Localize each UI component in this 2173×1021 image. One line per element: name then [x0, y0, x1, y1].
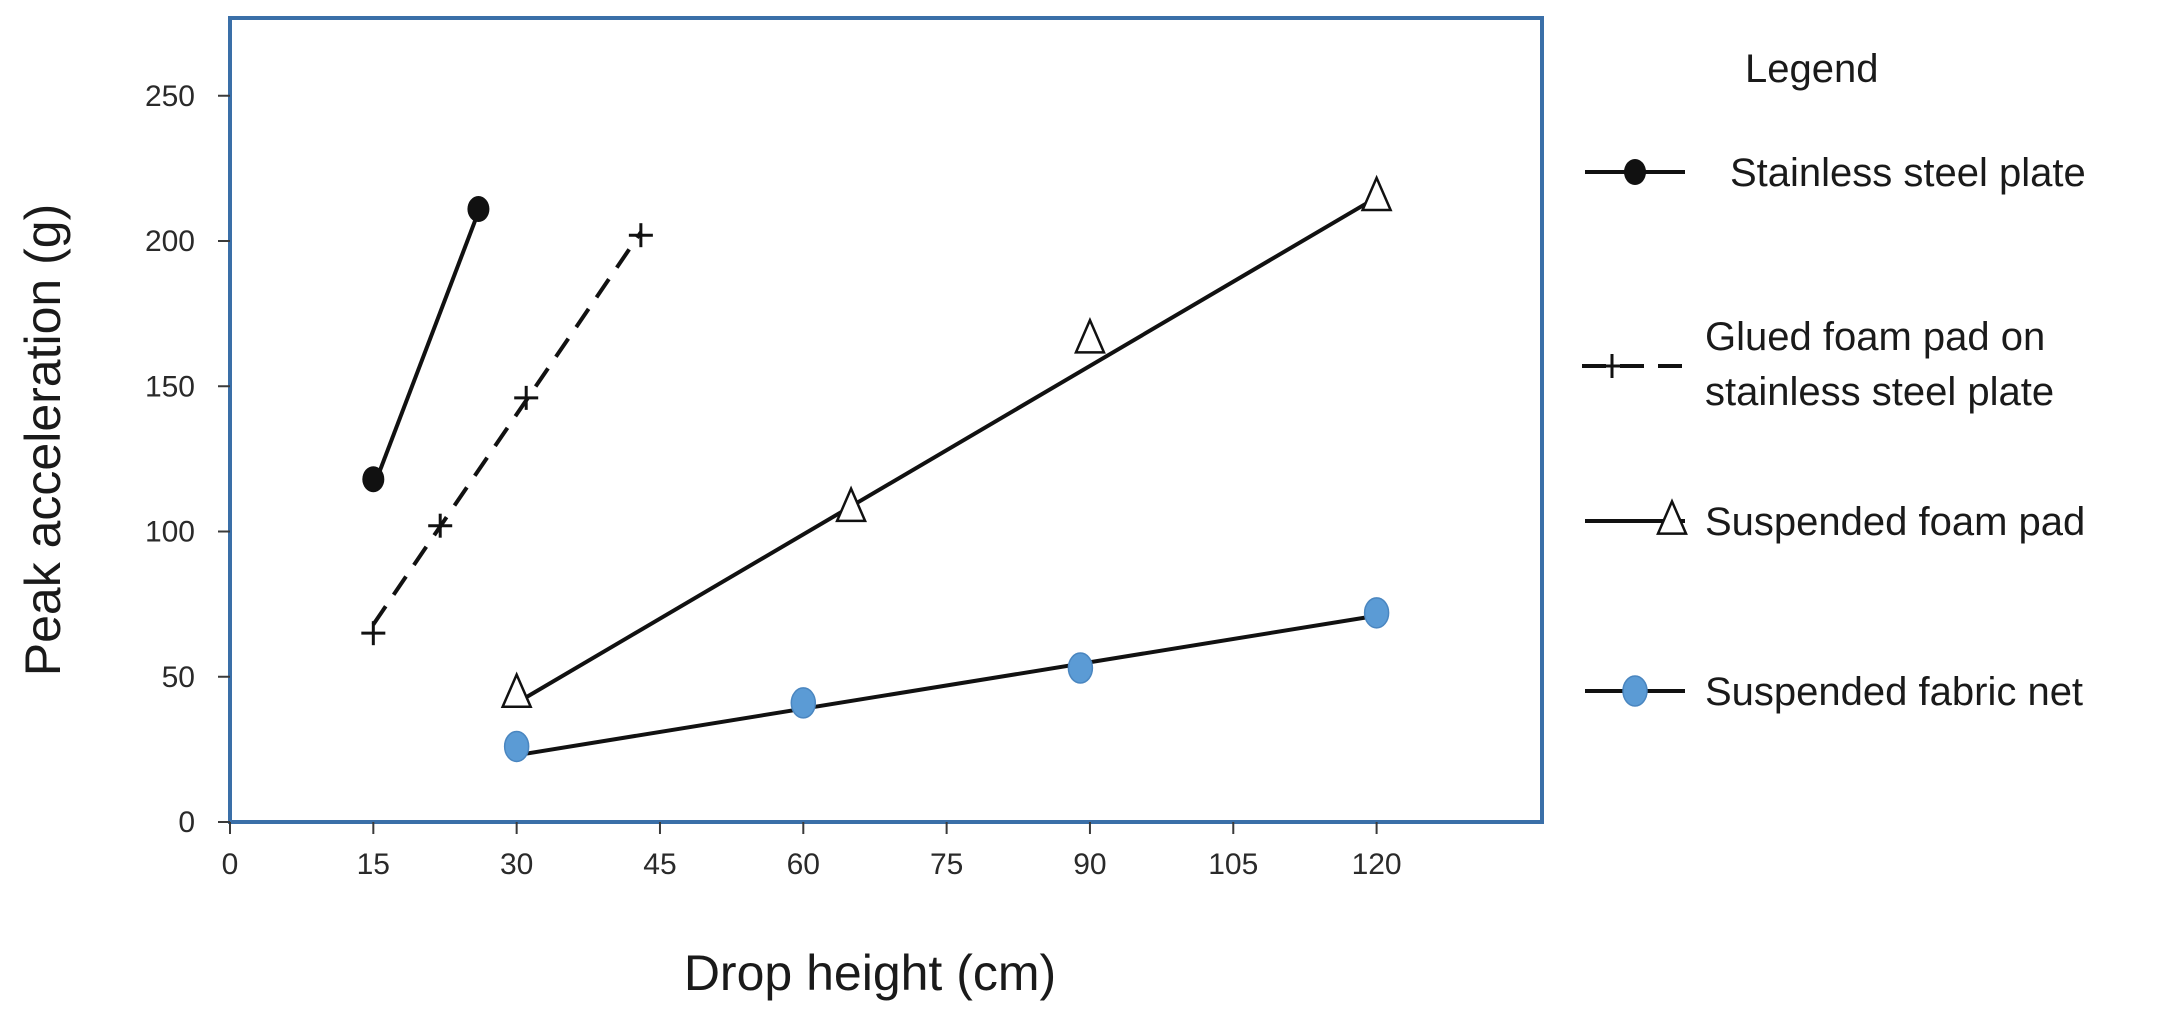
series-0-point-1 — [467, 196, 490, 223]
series-3-point-1 — [790, 687, 817, 719]
x-tick-label: 60 — [787, 848, 820, 881]
y-axis-ticks: 0 50 100 150 200 250 — [145, 80, 230, 839]
series-1-point-0 — [361, 621, 386, 646]
series-1-point-1 — [428, 513, 453, 538]
x-tick-label: 90 — [1073, 848, 1106, 881]
x-tick-label: 45 — [643, 848, 676, 881]
fit-lines — [371, 195, 1378, 758]
legend-title: Legend — [1745, 47, 1878, 91]
x-tick-label: 120 — [1352, 848, 1402, 881]
legend: Stainless steel plate Glued foam pad on st… — [1582, 151, 2086, 714]
legend-marker-3 — [1622, 675, 1648, 707]
legend-marker-0 — [1624, 159, 1646, 185]
legend-label-3: Suspended fabric net — [1705, 670, 2083, 714]
legend-label-1-line-0: Glued foam pad on — [1705, 315, 2045, 359]
x-tick-label: 0 — [222, 848, 239, 881]
x-axis-ticks: 0 15 30 45 60 75 90 105 120 — [222, 822, 1402, 881]
legend-marker-2 — [1656, 498, 1688, 535]
series-3-point-3 — [1363, 597, 1390, 629]
legend-label-0: Stainless steel plate — [1730, 151, 2086, 195]
series-1-point-2 — [514, 385, 539, 410]
y-tick-label: 100 — [145, 516, 195, 549]
series-0-fit-line — [371, 211, 481, 489]
series-3-point-0 — [503, 730, 530, 763]
y-tick-label: 0 — [178, 806, 195, 839]
y-tick-label: 150 — [145, 370, 195, 403]
series-1-fit-line — [371, 231, 643, 626]
x-tick-label: 105 — [1208, 848, 1258, 881]
x-axis-title: Drop height (cm) — [684, 945, 1056, 1001]
series-2-fit-line — [515, 195, 1378, 705]
series-3-point-2 — [1067, 652, 1094, 684]
y-tick-label: 250 — [145, 80, 195, 113]
legend-marker-1 — [1600, 354, 1624, 378]
legend-label-1-line-1: stainless steel plate — [1705, 370, 2054, 414]
y-axis-title: Peak acceleration (g) — [15, 204, 71, 676]
x-tick-label: 15 — [357, 848, 390, 881]
y-tick-label: 200 — [145, 225, 195, 258]
series-3-fit-line — [516, 613, 1377, 758]
series-2-point-3 — [1360, 174, 1393, 212]
y-tick-label: 50 — [162, 661, 195, 694]
series-2-point-2 — [1074, 317, 1106, 354]
series-0-point-0 — [362, 466, 385, 493]
series-2-point-1 — [835, 485, 867, 523]
plot-area-frame — [228, 16, 1544, 824]
data-markers — [361, 174, 1393, 763]
series-2-point-0 — [500, 671, 533, 709]
series-1-point-3 — [628, 223, 653, 248]
legend-label-2: Suspended foam pad — [1705, 500, 2085, 544]
x-tick-label: 75 — [930, 848, 963, 881]
x-tick-label: 30 — [500, 848, 533, 881]
